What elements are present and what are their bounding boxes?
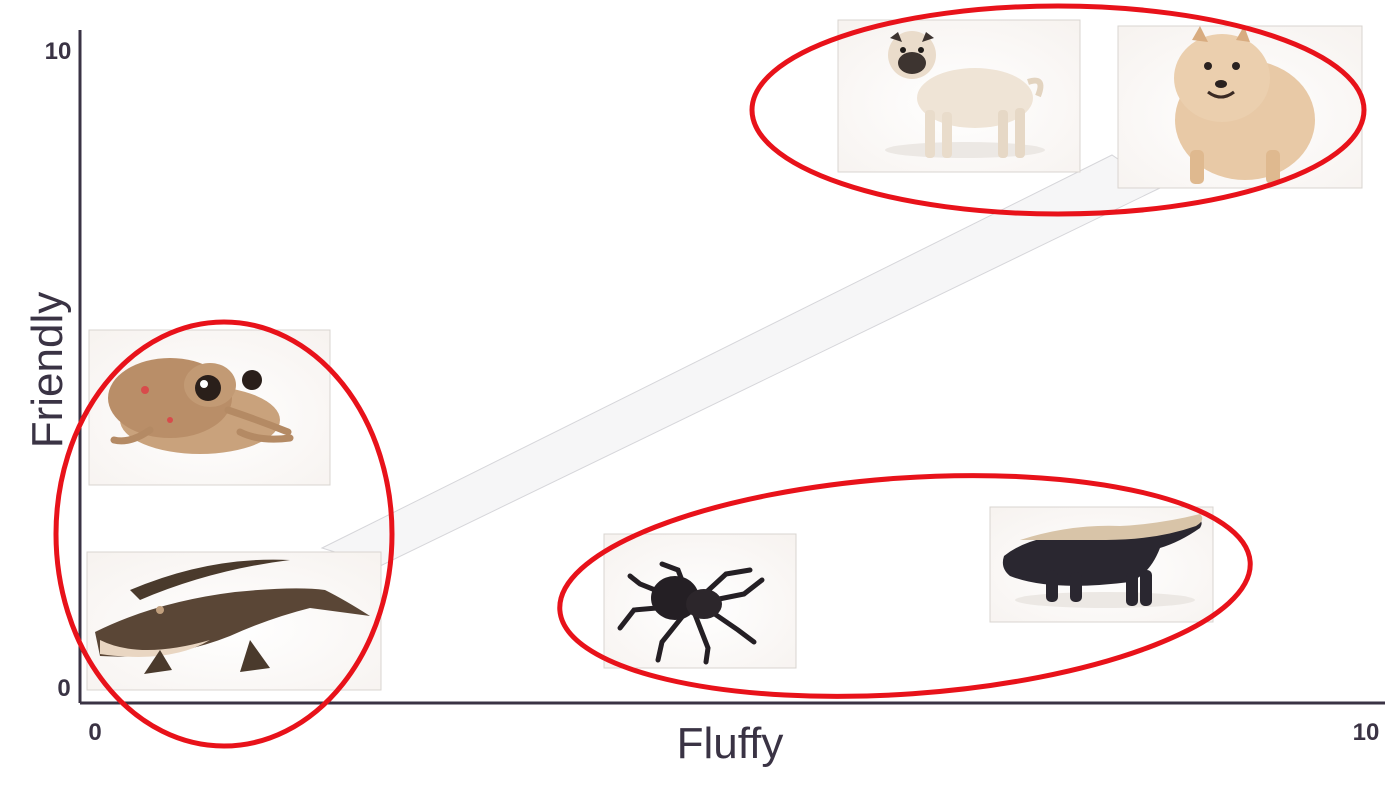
x-axis-title: Fluffy bbox=[677, 719, 784, 768]
y-tick-label: 10 bbox=[45, 38, 72, 65]
x-tick-label: 0 bbox=[88, 719, 101, 746]
frog-icon bbox=[88, 329, 331, 486]
cluster-ellipse-reptile-frog bbox=[53, 319, 395, 749]
tarantula-icon bbox=[603, 533, 797, 669]
y-tick-label: 0 bbox=[57, 675, 70, 702]
connector-band bbox=[320, 154, 1161, 567]
x-tick-label: 10 bbox=[1353, 719, 1380, 746]
cluster-ellipse-dogs bbox=[749, 3, 1367, 217]
pug-icon bbox=[837, 19, 1081, 173]
alligator-icon bbox=[86, 551, 382, 691]
pomeranian-icon bbox=[1117, 25, 1363, 189]
y-axis-title: Friendly bbox=[23, 292, 72, 449]
cluster-ellipse-spider-badger bbox=[557, 473, 1253, 699]
honey-badger-icon bbox=[989, 506, 1214, 623]
axes bbox=[78, 30, 1385, 705]
